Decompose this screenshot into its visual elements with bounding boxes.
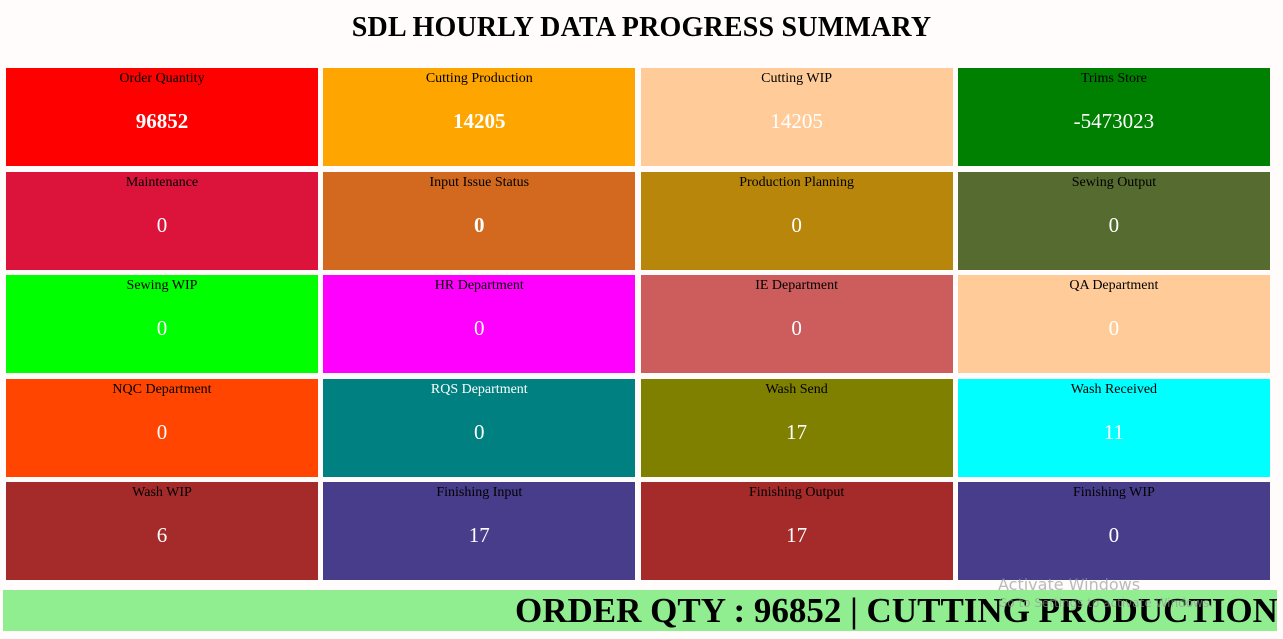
card-label: Cutting WIP <box>761 71 833 86</box>
card-value: 0 <box>791 316 802 340</box>
card-value: 0 <box>791 212 802 237</box>
card-value: -5473023 <box>1073 109 1155 133</box>
summary-card-maintenance: Maintenance 0 <box>6 171 318 270</box>
card-value: 17 <box>786 523 808 547</box>
ticker-text: ORDER QTY : 96852 | CUTTING PRODUCTION <box>515 591 1277 630</box>
summary-card-qa-department: QA Department 0 <box>957 275 1270 373</box>
card-value: 0 <box>156 316 168 340</box>
card-value: 96852 <box>135 109 189 133</box>
card-label: RQS Department <box>430 381 528 397</box>
card-label: Wash WIP <box>132 485 192 500</box>
card-value: 14205 <box>453 109 506 133</box>
card-value: 17 <box>786 419 808 444</box>
summary-card-wash-send: Wash Send 17 <box>640 378 953 477</box>
card-value: 14205 <box>770 109 823 133</box>
card-value: 0 <box>474 316 485 340</box>
summary-card-production-planning: Production Planning 0 <box>640 171 953 270</box>
card-label: Sewing WIP <box>126 278 198 293</box>
summary-card-wash-wip: Wash WIP 6 <box>6 482 318 580</box>
summary-card-sewing-output: Sewing Output 0 <box>957 171 1270 270</box>
summary-card-cutting-production: Cutting Production 14205 <box>323 68 636 166</box>
card-value: 17 <box>468 523 490 547</box>
card-label: Wash Send <box>765 381 828 397</box>
card-label: Finishing Output <box>748 485 845 500</box>
card-label: Sewing Output <box>1071 174 1157 190</box>
card-value: 0 <box>156 212 168 237</box>
card-label: IE Department <box>755 278 838 293</box>
card-value: 0 <box>1108 316 1120 340</box>
card-label: HR Department <box>434 278 524 293</box>
ticker-bar: ORDER QTY : 96852 | CUTTING PRODUCTION <box>3 590 1277 631</box>
summary-card-input-issue-status: Input Issue Status 0 <box>323 171 636 270</box>
card-value: 0 <box>156 419 168 444</box>
card-label: Input Issue Status <box>429 174 530 190</box>
card-label: Finishing Input <box>436 485 523 500</box>
summary-card-nqc-department: NQC Department 0 <box>6 378 318 477</box>
summary-card-rqs-department: RQS Department 0 <box>323 378 636 477</box>
card-value: 0 <box>474 212 485 237</box>
card-label: Order Quantity <box>119 71 205 86</box>
summary-card-hr-department: HR Department 0 <box>323 275 636 373</box>
card-label: Production Planning <box>739 174 854 190</box>
card-label: Cutting Production <box>425 71 533 86</box>
card-value: 0 <box>1108 523 1120 547</box>
card-value: 0 <box>1108 212 1120 237</box>
card-value: 6 <box>156 523 168 547</box>
summary-card-cutting-wip: Cutting WIP 14205 <box>640 68 953 166</box>
card-label: NQC Department <box>112 381 212 397</box>
card-label: QA Department <box>1069 278 1159 293</box>
card-label: Wash Received <box>1070 381 1158 397</box>
summary-card-finishing-input: Finishing Input 17 <box>323 482 636 580</box>
summary-card-trims-store: Trims Store -5473023 <box>957 68 1270 166</box>
summary-card-wash-received: Wash Received 11 <box>957 378 1270 477</box>
summary-card-finishing-output: Finishing Output 17 <box>640 482 953 580</box>
card-label: Trims Store <box>1080 71 1147 86</box>
summary-card-finishing-wip: Finishing WIP 0 <box>957 482 1270 580</box>
summary-grid: Order Quantity 96852 Cutting Production 142… <box>6 68 1270 580</box>
page-title: SDL HOURLY DATA PROGRESS SUMMARY <box>351 12 932 43</box>
card-label: Maintenance <box>125 174 199 190</box>
summary-card-order-quantity: Order Quantity 96852 <box>6 68 318 166</box>
card-value: 0 <box>474 419 485 444</box>
card-label: Finishing WIP <box>1072 485 1155 500</box>
summary-card-sewing-wip: Sewing WIP 0 <box>6 275 318 373</box>
summary-card-ie-department: IE Department 0 <box>640 275 953 373</box>
card-value: 11 <box>1103 419 1124 444</box>
